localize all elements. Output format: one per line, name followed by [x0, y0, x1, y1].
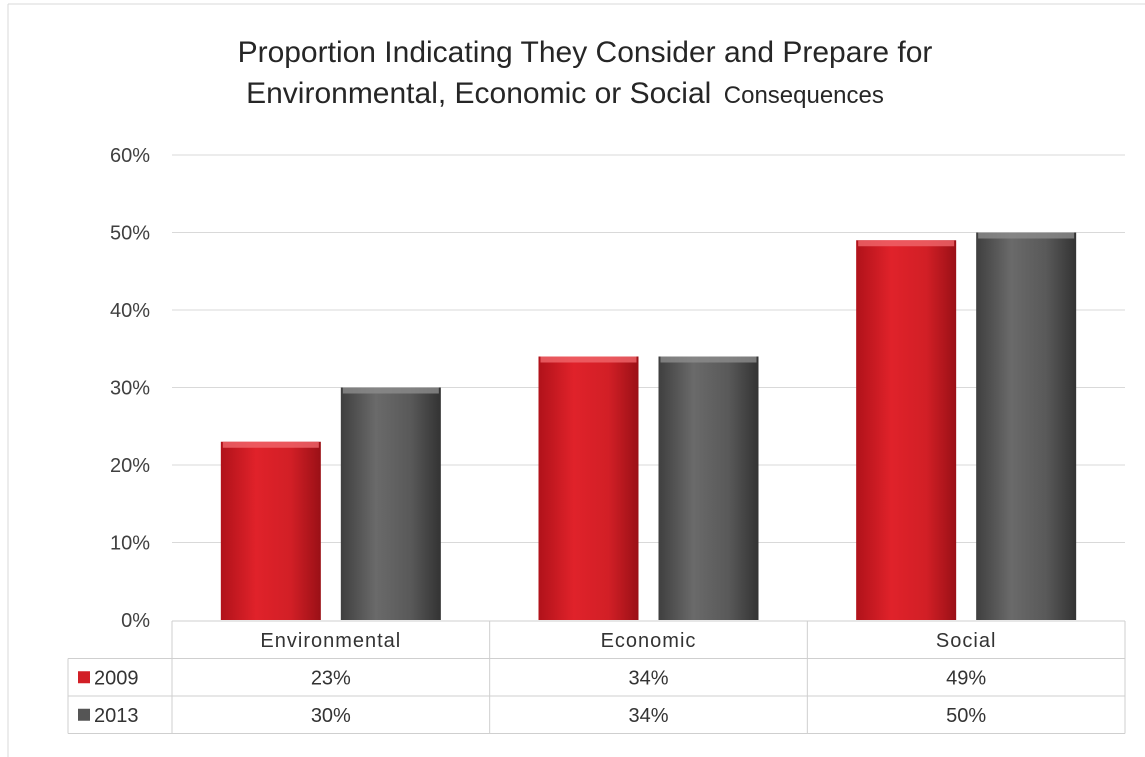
chart-title-line2: Environmental, Economic or Social Conseq… — [246, 77, 884, 110]
data-label: 50% — [946, 705, 986, 727]
legend-label-2013: 2013 — [94, 705, 139, 727]
bar-highlight — [660, 356, 757, 363]
legend-swatch-2013 — [78, 708, 90, 721]
bar-2009-economic — [538, 356, 639, 620]
chart-title-line2-small: Consequences — [724, 82, 884, 109]
legend-label-2009: 2009 — [94, 667, 139, 689]
data-label: 23% — [311, 667, 351, 689]
data-label: 34% — [628, 667, 668, 689]
data-label: 49% — [946, 667, 986, 689]
bar-2013-economic — [658, 356, 759, 620]
gridlines — [172, 154, 1125, 543]
chart-title-line2-main: Environmental, Economic or Social — [246, 77, 711, 110]
x-category-label: Economic — [601, 630, 697, 652]
bars — [220, 232, 1077, 620]
data-label: 34% — [628, 705, 668, 727]
legend-swatch-2009 — [78, 671, 90, 684]
y-tick-label: 40% — [110, 300, 150, 322]
x-category-label: Social — [936, 630, 996, 652]
bar-2013-environmental — [340, 387, 441, 620]
y-axis-tick-labels: 0% 10% 20% 30% 40% 50% 60% — [110, 145, 150, 632]
bar-2009-social — [856, 240, 957, 620]
bar-highlight — [342, 387, 439, 394]
bar-2009-environmental — [220, 441, 321, 620]
chart-title-line1: Proportion Indicating They Consider and … — [238, 36, 933, 69]
bar-highlight — [540, 356, 637, 363]
bar-highlight — [222, 441, 319, 448]
y-tick-label: 60% — [110, 145, 150, 167]
data-table: Environmental Economic Social 2009 23% 34% 49%… — [67, 620, 1126, 734]
bar-highlight — [858, 240, 955, 247]
x-category-label: Environmental — [260, 630, 401, 652]
y-tick-label: 50% — [110, 223, 150, 245]
bar-highlight — [978, 232, 1075, 239]
bar-2013-social — [976, 232, 1077, 620]
y-tick-label: 0% — [121, 610, 150, 632]
y-tick-label: 30% — [110, 378, 150, 400]
y-tick-label: 20% — [110, 455, 150, 477]
y-tick-label: 10% — [110, 533, 150, 555]
data-label: 30% — [311, 705, 351, 727]
